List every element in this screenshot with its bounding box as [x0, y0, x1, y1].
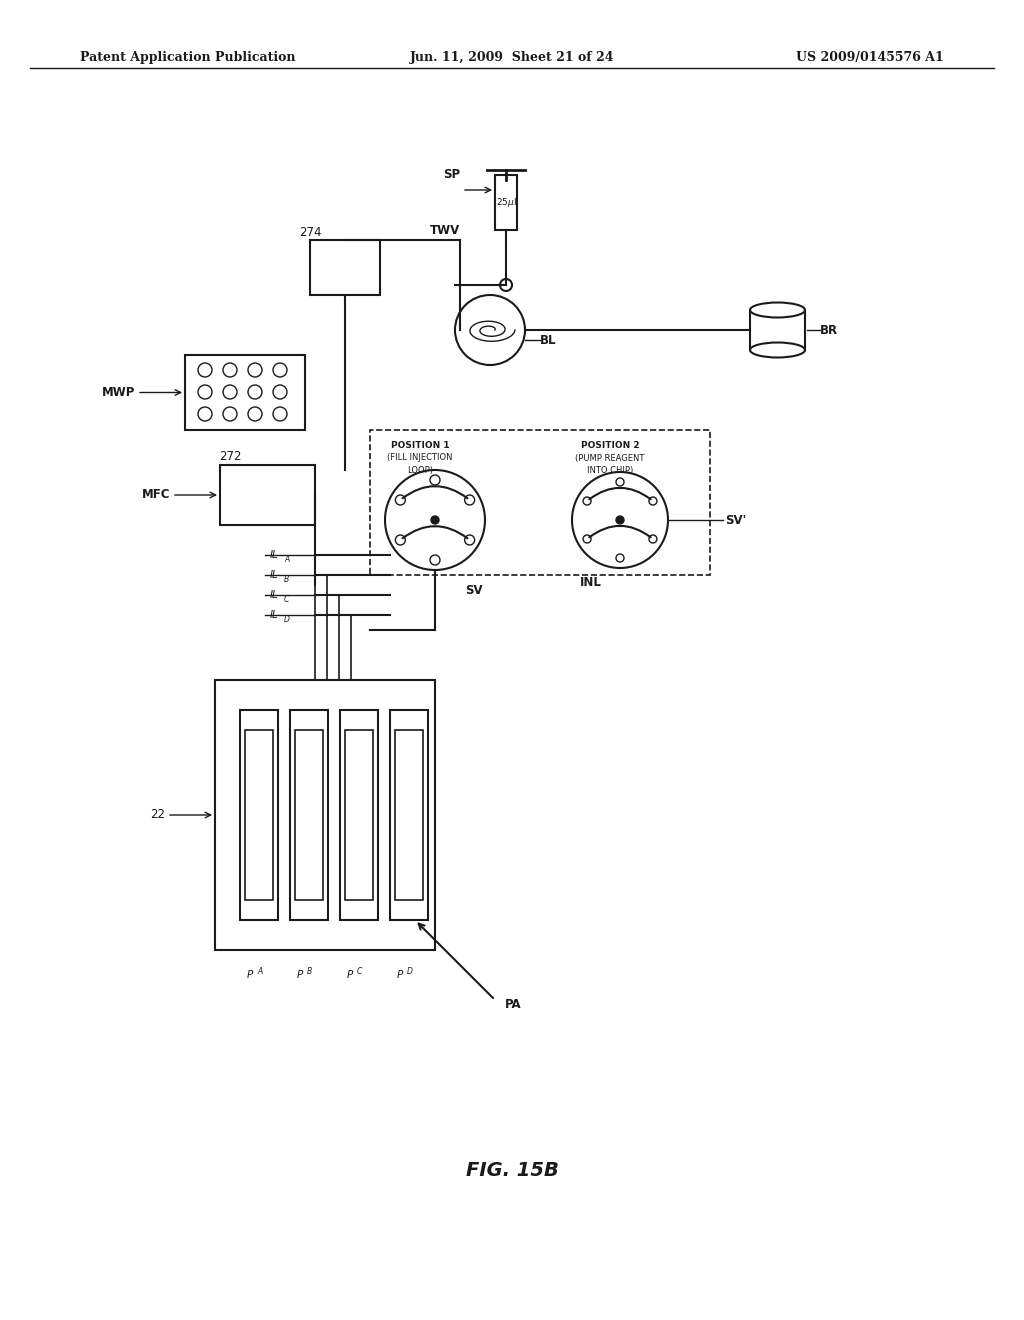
- Text: SP: SP: [442, 169, 460, 181]
- Circle shape: [223, 385, 237, 399]
- Bar: [370, 430, 710, 576]
- Circle shape: [248, 363, 262, 378]
- Circle shape: [395, 495, 406, 506]
- Text: TWV: TWV: [430, 223, 460, 236]
- Text: INTO CHIP): INTO CHIP): [587, 466, 633, 474]
- Ellipse shape: [750, 302, 805, 318]
- Bar: [390, 710, 428, 920]
- Circle shape: [431, 516, 439, 524]
- Text: A: A: [284, 554, 289, 564]
- Text: A: A: [257, 966, 262, 975]
- Circle shape: [583, 498, 591, 506]
- Bar: [290, 710, 328, 920]
- Bar: [240, 710, 278, 920]
- Circle shape: [198, 363, 212, 378]
- Text: PA: PA: [505, 998, 521, 1011]
- Text: P: P: [297, 970, 303, 979]
- Text: FIG. 15B: FIG. 15B: [466, 1160, 558, 1180]
- Bar: [495, 176, 517, 230]
- Text: C: C: [284, 594, 290, 603]
- Text: Patent Application Publication: Patent Application Publication: [80, 51, 296, 65]
- Circle shape: [430, 554, 440, 565]
- Text: IL: IL: [270, 610, 279, 620]
- Text: 22: 22: [150, 808, 165, 821]
- Circle shape: [198, 385, 212, 399]
- Text: MWP: MWP: [101, 385, 135, 399]
- Circle shape: [248, 385, 262, 399]
- Text: IL: IL: [270, 570, 279, 579]
- Ellipse shape: [750, 342, 805, 358]
- Bar: [750, 310, 805, 350]
- Text: MFC: MFC: [141, 488, 170, 502]
- Text: P: P: [397, 970, 403, 979]
- Bar: [310, 240, 380, 294]
- Text: US 2009/0145576 A1: US 2009/0145576 A1: [797, 51, 944, 65]
- Text: 25$\mu$l: 25$\mu$l: [496, 195, 516, 209]
- Bar: [245, 730, 273, 900]
- Text: C: C: [357, 966, 362, 975]
- Circle shape: [616, 516, 624, 524]
- Circle shape: [583, 535, 591, 543]
- Circle shape: [395, 535, 406, 545]
- Text: SV: SV: [465, 583, 482, 597]
- Text: (PUMP REAGENT: (PUMP REAGENT: [575, 454, 645, 462]
- Text: P: P: [247, 970, 253, 979]
- Circle shape: [500, 279, 512, 290]
- Text: IL: IL: [270, 590, 279, 601]
- Text: P: P: [347, 970, 353, 979]
- Circle shape: [616, 554, 624, 562]
- Text: LOOP): LOOP): [407, 466, 433, 474]
- Text: BL: BL: [540, 334, 556, 346]
- Circle shape: [455, 294, 525, 366]
- Circle shape: [385, 470, 485, 570]
- Circle shape: [223, 363, 237, 378]
- Circle shape: [198, 407, 212, 421]
- Text: Jun. 11, 2009  Sheet 21 of 24: Jun. 11, 2009 Sheet 21 of 24: [410, 51, 614, 65]
- Circle shape: [572, 473, 668, 568]
- Text: INL: INL: [580, 577, 602, 590]
- Circle shape: [465, 535, 475, 545]
- Circle shape: [649, 498, 657, 506]
- Bar: [340, 710, 378, 920]
- Bar: [220, 465, 315, 525]
- Circle shape: [649, 535, 657, 543]
- Bar: [395, 730, 423, 900]
- Circle shape: [616, 478, 624, 486]
- Circle shape: [430, 475, 440, 484]
- Text: B: B: [307, 966, 312, 975]
- Text: IL: IL: [270, 550, 279, 560]
- Text: D: D: [407, 966, 413, 975]
- Text: BR: BR: [820, 323, 838, 337]
- Bar: [215, 680, 435, 950]
- Bar: [345, 730, 373, 900]
- Text: B: B: [284, 574, 289, 583]
- Circle shape: [465, 495, 475, 506]
- Text: POSITION 2: POSITION 2: [581, 441, 639, 450]
- Text: D: D: [284, 615, 290, 623]
- Circle shape: [248, 407, 262, 421]
- Bar: [295, 730, 323, 900]
- Circle shape: [273, 385, 287, 399]
- Circle shape: [273, 407, 287, 421]
- Bar: [185, 355, 305, 430]
- Circle shape: [223, 407, 237, 421]
- Text: 272: 272: [219, 450, 242, 463]
- Circle shape: [273, 363, 287, 378]
- Text: 274: 274: [299, 226, 322, 239]
- Text: SV': SV': [725, 513, 746, 527]
- Text: (FILL INJECTION: (FILL INJECTION: [387, 454, 453, 462]
- Text: POSITION 1: POSITION 1: [391, 441, 450, 450]
